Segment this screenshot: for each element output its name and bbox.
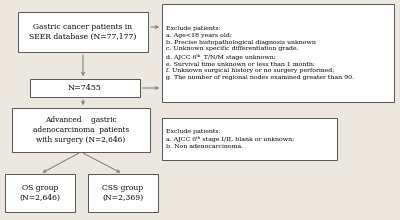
FancyBboxPatch shape bbox=[162, 118, 337, 160]
Text: Exclude patients:
a. Age<18 years old;
b. Precise histopathological diagnosis un: Exclude patients: a. Age<18 years old; b… bbox=[166, 26, 354, 80]
FancyBboxPatch shape bbox=[5, 174, 75, 212]
FancyBboxPatch shape bbox=[12, 108, 150, 152]
Text: Gastric cancer patients in
SEER database (N=77,177): Gastric cancer patients in SEER database… bbox=[29, 23, 137, 41]
Text: Advanced    gastric
adenocarcinoma  patients
with surgery (N=2,646): Advanced gastric adenocarcinoma patients… bbox=[33, 116, 129, 144]
Text: N=7455: N=7455 bbox=[68, 84, 102, 92]
Text: OS group
(N=2,646): OS group (N=2,646) bbox=[20, 184, 60, 202]
Text: CSS group
(N=2,369): CSS group (N=2,369) bbox=[102, 184, 144, 202]
Text: Exclude patients:
a. AJCC 6ᵗʰ stage I/II, blank or unknown;
b. Non adenocarcinom: Exclude patients: a. AJCC 6ᵗʰ stage I/II… bbox=[166, 129, 294, 149]
FancyBboxPatch shape bbox=[18, 12, 148, 52]
FancyBboxPatch shape bbox=[162, 4, 394, 102]
FancyBboxPatch shape bbox=[30, 79, 140, 97]
FancyBboxPatch shape bbox=[88, 174, 158, 212]
